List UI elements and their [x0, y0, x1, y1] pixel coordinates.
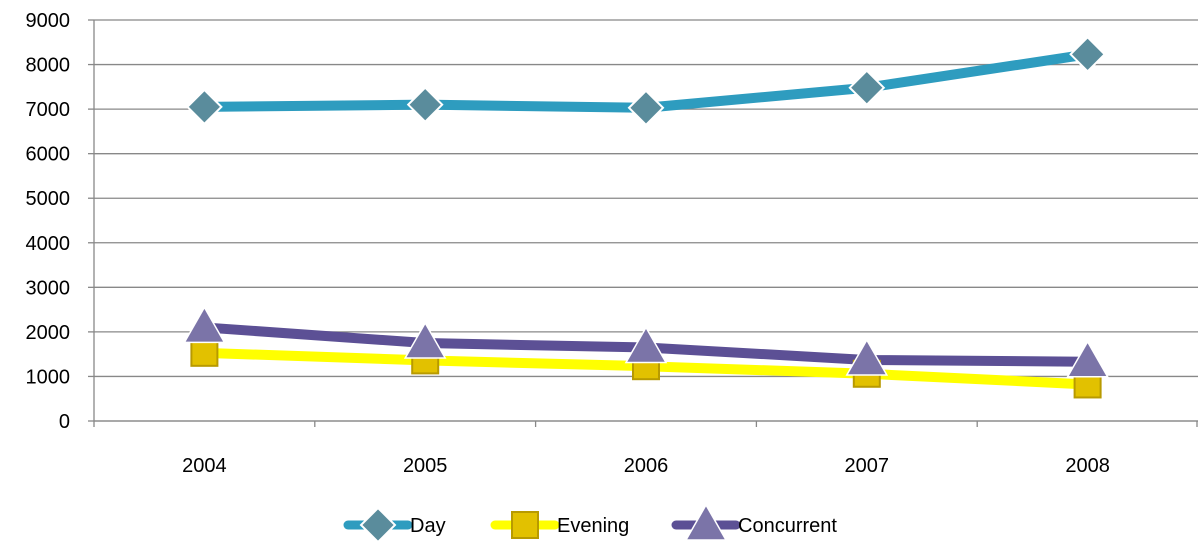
data-point-day: [629, 91, 663, 125]
legend-item-day: Day: [348, 508, 446, 542]
data-point-day: [408, 88, 442, 122]
legend-marker: [361, 508, 395, 542]
y-tick-label: 8000: [26, 55, 71, 77]
data-point-evening: [191, 340, 217, 366]
axes: 0 1000 2000 3000 4000 5000 6000 7000 8000 9000 200…: [26, 10, 1198, 477]
x-tick-label: 2007: [845, 455, 890, 477]
y-tick-label: 9000: [26, 10, 71, 32]
data-point-day: [850, 71, 884, 105]
y-tick-label: 0: [59, 411, 70, 433]
legend-label: Evening: [557, 515, 629, 537]
x-tick-label: 2005: [403, 455, 448, 477]
legend-item-concurrent: Concurrent: [676, 505, 837, 540]
y-tick-label: 7000: [26, 99, 71, 121]
legend-label: Concurrent: [738, 515, 837, 537]
legend-label: Day: [410, 515, 446, 537]
data-point-day: [1071, 37, 1105, 71]
y-tick-label: 4000: [26, 233, 71, 255]
legend: Day Evening Concurrent: [348, 505, 837, 542]
x-tick-label: 2006: [624, 455, 669, 477]
y-tick-label: 2000: [26, 322, 71, 344]
x-tick-label: 2008: [1065, 455, 1110, 477]
series-markers: [184, 37, 1107, 397]
data-point-day: [187, 90, 221, 124]
x-tick-label: 2004: [182, 455, 227, 477]
y-tick-label: 5000: [26, 188, 71, 210]
legend-marker: [512, 512, 538, 538]
y-tick-label: 1000: [26, 366, 71, 388]
y-tick-label: 6000: [26, 144, 71, 166]
legend-item-evening: Evening: [495, 512, 629, 538]
y-tick-label: 3000: [26, 277, 71, 299]
